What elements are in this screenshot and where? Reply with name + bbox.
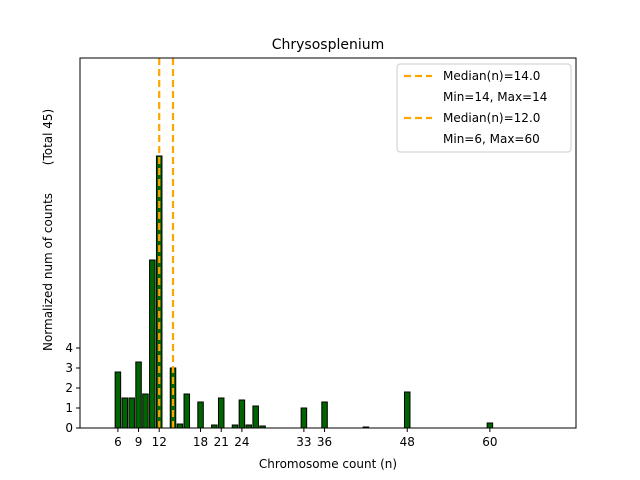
y-tick-label: 0 [65, 421, 73, 435]
legend-range-label: Min=14, Max=14 [443, 90, 547, 104]
bar [121, 397, 129, 429]
x-tick-label: 6 [114, 435, 122, 449]
bar [135, 361, 142, 429]
bar [403, 391, 411, 429]
bar [114, 371, 122, 429]
legend-median-label: Median(n)=14.0 [443, 69, 540, 83]
y-tick-label: 4 [65, 341, 73, 355]
x-ticks: 6 9 12 18 21 24 33 36 48 60 [114, 428, 498, 449]
bar [238, 399, 246, 429]
y-axis-total-note: (Total 45) [41, 109, 55, 165]
y-axis-label: Normalized num of counts [41, 193, 55, 351]
bar [128, 397, 135, 429]
x-tick-label: 36 [317, 435, 332, 449]
bar [197, 401, 204, 429]
x-tick-label: 9 [135, 435, 143, 449]
median-lines-layer [158, 58, 175, 428]
bar [142, 393, 149, 429]
bar [486, 422, 494, 429]
y-tick-label: 3 [65, 361, 73, 375]
x-axis-label: Chromosome count (n) [259, 457, 397, 471]
x-tick-label: 48 [400, 435, 415, 449]
bar [252, 405, 259, 429]
bar [176, 423, 184, 429]
legend-range-label: Min=6, Max=60 [443, 132, 540, 146]
legend-median-label: Median(n)=12.0 [443, 111, 540, 125]
legend: Median(n)=14.0 Min=14, Max=14 Median(n)=… [396, 63, 572, 153]
x-tick-label: 24 [234, 435, 249, 449]
axes-frame [79, 57, 577, 429]
x-tick-label: 33 [296, 435, 311, 449]
y-tick-label: 1 [65, 401, 73, 415]
legend-box [396, 63, 572, 153]
bar [321, 401, 328, 429]
bar [300, 407, 308, 429]
y-tick-label: 2 [65, 381, 73, 395]
bar [217, 397, 225, 429]
x-tick-label: 60 [482, 435, 497, 449]
x-tick-label: 18 [193, 435, 208, 449]
bar [149, 259, 156, 429]
x-tick-label: 21 [214, 435, 229, 449]
x-tick-label: 12 [152, 435, 167, 449]
chart-title: Chrysosplenium [272, 37, 385, 53]
y-ticks: 0 1 2 3 4 [65, 341, 80, 435]
bar [183, 393, 191, 429]
